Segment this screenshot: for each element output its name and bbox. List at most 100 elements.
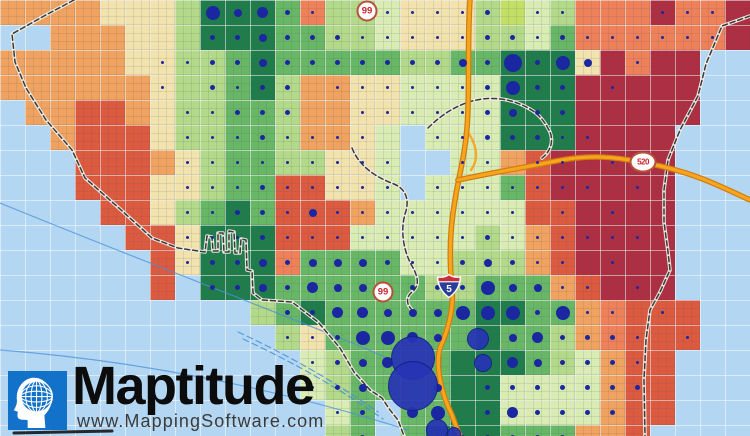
data-point-symbol bbox=[435, 35, 440, 40]
data-point-symbol bbox=[433, 333, 442, 342]
data-point-symbol bbox=[258, 58, 267, 67]
data-point-symbol bbox=[508, 283, 517, 292]
data-point-symbol bbox=[210, 135, 215, 140]
data-point-symbol bbox=[509, 34, 516, 41]
data-point-symbol bbox=[459, 284, 466, 291]
data-point-symbol bbox=[185, 110, 190, 115]
data-point-symbol bbox=[559, 409, 566, 416]
data-point-symbol bbox=[560, 160, 565, 165]
data-point-symbol bbox=[410, 35, 415, 40]
map-line bbox=[0, 349, 409, 431]
data-point-symbol bbox=[235, 135, 240, 140]
data-point-symbol bbox=[233, 8, 242, 17]
data-point-symbol bbox=[285, 185, 290, 190]
data-point-symbol bbox=[510, 210, 515, 215]
data-point-symbol bbox=[309, 59, 316, 66]
data-point-symbol bbox=[284, 9, 291, 16]
data-point-symbol bbox=[535, 10, 540, 15]
data-point-symbol bbox=[460, 85, 465, 90]
data-point-symbol bbox=[235, 185, 240, 190]
graduated-symbol-large bbox=[474, 354, 492, 372]
data-point-symbol bbox=[185, 235, 190, 240]
data-point-symbol bbox=[532, 332, 543, 343]
data-point-symbol bbox=[358, 358, 367, 367]
data-point-symbol bbox=[535, 185, 540, 190]
data-point-symbol bbox=[584, 359, 591, 366]
data-point-symbol bbox=[410, 260, 415, 265]
data-point-symbol bbox=[610, 210, 615, 215]
data-point-symbol bbox=[284, 109, 291, 116]
data-point-symbol bbox=[185, 260, 190, 265]
data-point-symbol bbox=[555, 55, 570, 70]
data-point-symbol bbox=[358, 383, 367, 392]
data-point-symbol bbox=[210, 210, 215, 215]
data-point-symbol bbox=[332, 307, 343, 318]
graduated-symbol-large bbox=[426, 419, 448, 436]
data-point-symbol bbox=[257, 7, 268, 18]
data-point-symbol bbox=[259, 109, 266, 116]
data-point-symbol bbox=[584, 334, 591, 341]
data-point-symbol bbox=[583, 58, 592, 67]
map-line bbox=[12, 429, 114, 435]
data-point-symbol bbox=[234, 209, 241, 216]
data-point-symbol bbox=[359, 434, 366, 436]
data-point-symbol bbox=[685, 10, 690, 15]
data-point-symbol bbox=[310, 160, 315, 165]
data-point-symbol bbox=[385, 160, 390, 165]
map-line bbox=[11, 0, 405, 436]
data-point-symbol bbox=[335, 210, 340, 215]
data-point-symbol bbox=[484, 109, 491, 116]
data-point-symbol bbox=[483, 258, 492, 267]
data-point-symbol bbox=[435, 110, 440, 115]
data-point-symbol bbox=[585, 235, 590, 240]
data-point-symbol bbox=[509, 434, 516, 436]
data-point-symbol bbox=[310, 335, 315, 340]
data-point-symbol bbox=[284, 59, 291, 66]
data-point-symbol bbox=[310, 360, 315, 365]
data-point-symbol bbox=[185, 160, 190, 165]
data-point-symbol bbox=[509, 259, 516, 266]
data-point-symbol bbox=[635, 285, 640, 290]
data-point-symbol bbox=[610, 260, 615, 265]
interstate-shield-icon: 5 bbox=[436, 273, 462, 299]
data-point-symbol bbox=[357, 307, 368, 318]
data-point-symbol bbox=[635, 360, 640, 365]
data-point-symbol bbox=[609, 334, 616, 341]
data-point-symbol bbox=[534, 384, 541, 391]
data-point-symbol bbox=[360, 35, 365, 40]
data-point-symbol bbox=[508, 108, 517, 117]
data-point-symbol bbox=[259, 84, 266, 91]
data-point-symbol bbox=[360, 160, 365, 165]
data-point-symbol bbox=[635, 235, 640, 240]
data-point-symbol bbox=[284, 309, 291, 316]
data-point-symbol bbox=[209, 59, 216, 66]
data-point-symbol bbox=[660, 35, 665, 40]
data-point-symbol bbox=[610, 235, 615, 240]
data-point-symbol bbox=[534, 434, 541, 436]
data-point-symbol bbox=[385, 35, 390, 40]
data-point-symbol bbox=[559, 84, 566, 91]
data-point-symbol bbox=[385, 110, 390, 115]
data-point-symbol bbox=[505, 305, 520, 320]
data-point-symbol bbox=[635, 60, 640, 65]
data-point-symbol bbox=[635, 35, 640, 40]
data-point-symbol bbox=[455, 305, 470, 320]
data-point-symbol bbox=[355, 330, 370, 345]
data-point-symbol bbox=[285, 235, 290, 240]
data-point-symbol bbox=[210, 160, 215, 165]
data-point-symbol bbox=[334, 34, 341, 41]
data-point-symbol bbox=[360, 210, 365, 215]
graduated-symbol-large bbox=[388, 361, 438, 411]
data-point-symbol bbox=[360, 235, 365, 240]
data-point-symbol bbox=[509, 384, 516, 391]
data-point-symbol bbox=[435, 235, 440, 240]
data-point-symbol bbox=[660, 10, 665, 15]
data-point-symbol bbox=[410, 110, 415, 115]
data-point-symbol bbox=[235, 235, 240, 240]
data-point-symbol bbox=[609, 359, 616, 366]
website-link[interactable]: www.MappingSoftware.com bbox=[77, 411, 325, 431]
data-point-symbol bbox=[333, 258, 342, 267]
data-point-symbol bbox=[560, 235, 565, 240]
